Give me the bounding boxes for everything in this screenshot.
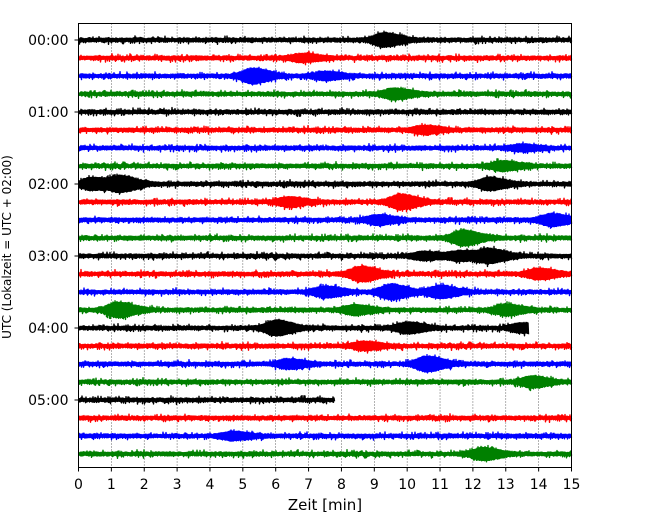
- x-axis-label: Zeit [min]: [288, 496, 362, 514]
- trace-0115: [78, 122, 573, 137]
- x-tick-label: 10: [398, 477, 416, 493]
- vertical-gridlines: [111, 23, 539, 468]
- trace-0345: [78, 300, 573, 321]
- trace-0130: [78, 141, 573, 155]
- x-tick-label: 6: [271, 477, 280, 493]
- trace-0430: [78, 354, 573, 374]
- x-tick-label: 4: [206, 477, 215, 493]
- trace-0315: [78, 263, 573, 284]
- x-tick-label: 2: [140, 477, 149, 493]
- seismic-traces: [78, 30, 573, 463]
- x-tick-label: 11: [431, 477, 449, 493]
- trace-0100: [78, 106, 573, 118]
- y-tick-label: 01:00: [28, 105, 68, 121]
- trace-0015: [78, 50, 573, 66]
- y-tick-label: 03:00: [28, 249, 68, 265]
- y-tick-label: 05:00: [28, 393, 68, 409]
- trace-0445: [78, 374, 573, 392]
- trace-0000: [78, 30, 573, 50]
- y-axis-ticks: 00:00 01:00 02:00 03:00 04:00 05:00: [28, 33, 79, 409]
- trace-0300: [78, 245, 573, 268]
- x-tick-label: 8: [337, 477, 346, 493]
- x-tick-label: 5: [238, 477, 247, 493]
- x-tick-label: 7: [304, 477, 313, 493]
- y-tick-label: 00:00: [28, 33, 68, 49]
- x-tick-label: 3: [173, 477, 182, 493]
- x-tick-label: 12: [464, 477, 482, 493]
- plot-frame: [78, 23, 572, 468]
- trace-0530: [78, 429, 573, 442]
- y-axis-label: UTC (Lokalzeit = UTC + 02:00): [0, 155, 14, 339]
- x-tick-label: 13: [497, 477, 515, 493]
- trace-0230: [78, 211, 573, 229]
- trace-0500: [78, 394, 336, 406]
- x-tick-label: 15: [563, 477, 581, 493]
- trace-0400: [78, 318, 530, 338]
- trace-0030: [78, 66, 573, 86]
- trace-0515: [78, 413, 573, 423]
- y-tick-label: 02:00: [28, 177, 68, 193]
- trace-0245: [78, 228, 573, 248]
- trace-0215: [78, 192, 573, 213]
- x-tick-label: 14: [530, 477, 548, 493]
- trace-0330: [78, 282, 573, 303]
- trace-0045: [78, 86, 573, 103]
- x-tick-label: 0: [74, 477, 83, 493]
- x-axis-ticks: 0 1 2 3 4 5 6 7 8 9 10 11 12 13 14 15: [74, 467, 581, 493]
- trace-0415: [78, 339, 573, 354]
- x-tick-label: 1: [107, 477, 116, 493]
- trace-0200: [78, 173, 573, 195]
- y-tick-label: 04:00: [28, 321, 68, 337]
- x-tick-label: 9: [370, 477, 379, 493]
- trace-0145: [78, 158, 573, 173]
- trace-0545: [78, 444, 573, 463]
